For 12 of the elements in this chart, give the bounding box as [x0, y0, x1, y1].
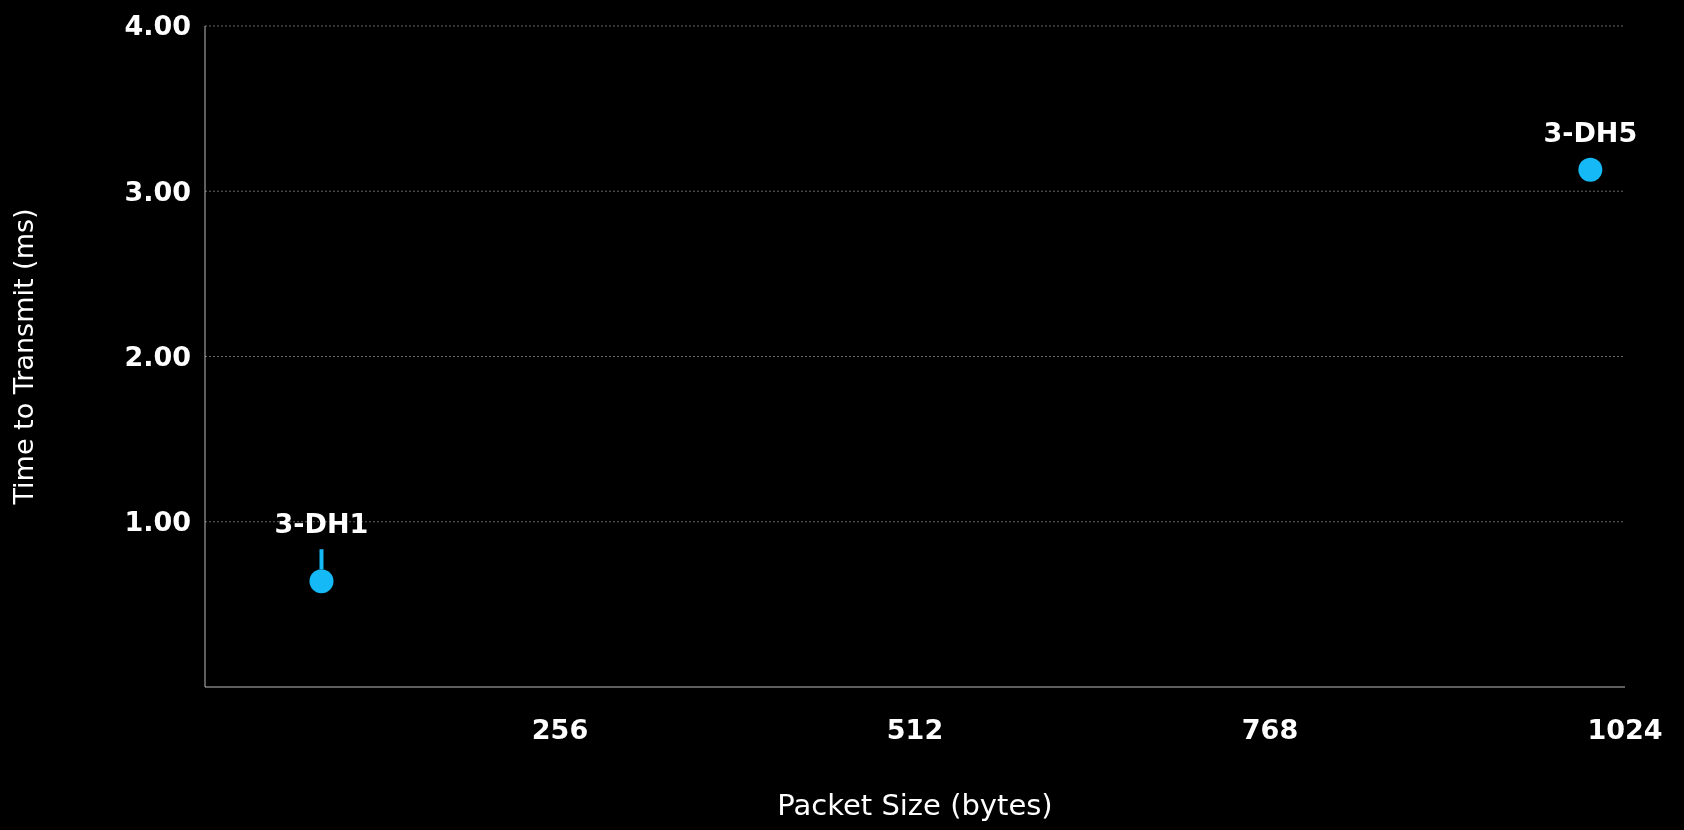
annotation: 3-DH1	[274, 508, 369, 540]
y-tick-label: 3.00	[124, 175, 191, 207]
y-axis-title: Time to Transmit (ms)	[8, 208, 39, 506]
x-axis-title: Packet Size (bytes)	[777, 788, 1053, 822]
x-tick-label: 1024	[1587, 714, 1663, 745]
y-tick-label: 4.00	[124, 10, 191, 42]
x-tick-label: 768	[1241, 714, 1299, 745]
annotation: 3-DH5	[1543, 116, 1638, 148]
y-tick-label: 2.00	[124, 340, 191, 372]
x-tick-label: 512	[886, 714, 944, 745]
y-tick-label: 1.00	[124, 506, 191, 538]
x-tick-label: 256	[531, 714, 589, 745]
